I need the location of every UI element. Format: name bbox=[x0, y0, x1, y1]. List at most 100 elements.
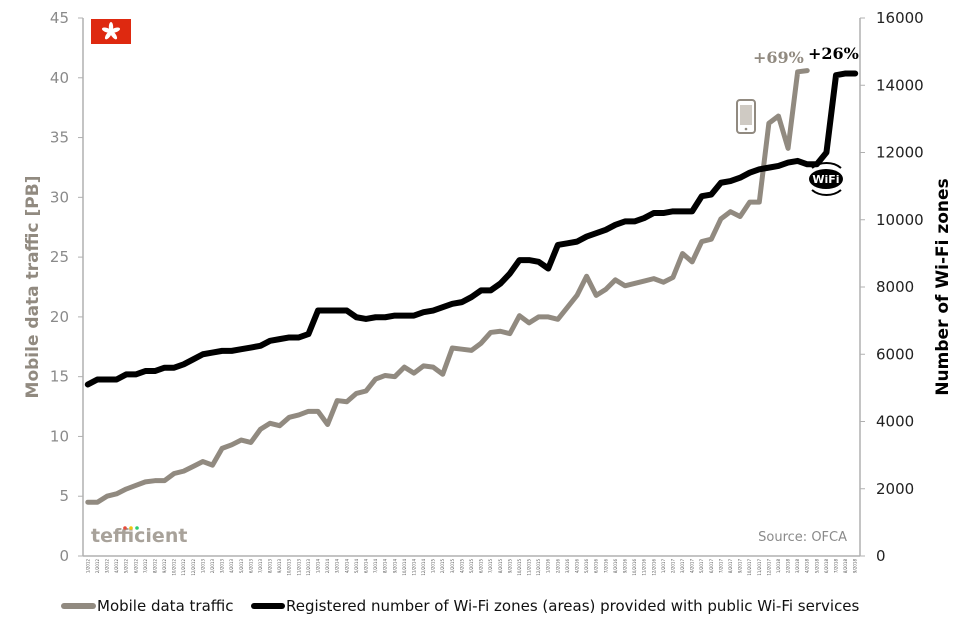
x-tick-label: 10/2014 bbox=[402, 559, 407, 576]
x-tick-label: 7/2012 bbox=[143, 559, 148, 574]
x-tick-label: 12/2015 bbox=[536, 559, 541, 576]
x-tick-label: 10/2016 bbox=[632, 559, 637, 576]
logo-text: tefficient bbox=[91, 525, 187, 547]
x-tick-label: 4/2013 bbox=[229, 559, 234, 574]
y-right-tick-label: 8000 bbox=[876, 278, 914, 296]
y-axis-left-title: Mobile data traffic [PB] bbox=[23, 176, 43, 399]
x-tick-label: 8/2018 bbox=[843, 559, 848, 574]
x-tick-label: 6/2012 bbox=[133, 559, 138, 574]
x-tick-label: 9/2016 bbox=[622, 559, 627, 574]
x-tick-label: 4/2014 bbox=[344, 559, 349, 574]
x-tick-label: 12/2014 bbox=[421, 559, 426, 576]
x-tick-label: 7/2015 bbox=[488, 559, 493, 574]
x-tick-label: 11/2015 bbox=[527, 559, 532, 576]
x-tick-label: 10/2013 bbox=[287, 559, 292, 576]
x-tick-label: 1/2013 bbox=[200, 559, 205, 574]
x-tick-label: 8/2015 bbox=[498, 559, 503, 574]
x-tick-label: 11/2014 bbox=[411, 559, 416, 576]
x-tick-label: 8/2017 bbox=[728, 559, 733, 574]
x-tick-label: 5/2017 bbox=[699, 559, 704, 574]
x-tick-label: 3/2013 bbox=[220, 559, 225, 574]
x-tick-label: 6/2013 bbox=[248, 559, 253, 574]
x-tick-label: 2/2017 bbox=[670, 559, 675, 574]
x-tick-label: 7/2014 bbox=[373, 559, 378, 574]
x-tick-label: 4/2012 bbox=[114, 559, 119, 574]
x-tick-label: 5/2012 bbox=[124, 559, 129, 574]
x-tick-label: 3/2016 bbox=[565, 559, 570, 574]
y-right-tick-label: 14000 bbox=[876, 76, 924, 94]
x-tick-label: 3/2015 bbox=[450, 559, 455, 574]
x-tick-label: 4/2015 bbox=[459, 559, 464, 574]
x-tick-label: 2/2015 bbox=[440, 559, 445, 574]
x-tick-label: 8/2012 bbox=[152, 559, 157, 574]
x-tick-label: 11/2012 bbox=[181, 559, 186, 576]
x-tick-label: 5/2016 bbox=[584, 559, 589, 574]
legend-label-wifi-zones: Registered number of Wi-Fi zones (areas)… bbox=[286, 597, 860, 615]
tefficient-logo: tefficient bbox=[91, 525, 187, 547]
x-tick-label: 11/2017 bbox=[757, 559, 762, 576]
y-right-tick-label: 10000 bbox=[876, 211, 924, 229]
x-tick-label: 9/2014 bbox=[392, 559, 397, 574]
x-tick-label: 4/2017 bbox=[690, 559, 695, 574]
y-right-tick-label: 4000 bbox=[876, 413, 914, 431]
x-tick-label: 12/2016 bbox=[651, 559, 656, 576]
y-left-tick-label: 45 bbox=[50, 9, 69, 27]
x-tick-label: 3/2018 bbox=[795, 559, 800, 574]
y-left-tick-label: 35 bbox=[50, 129, 69, 147]
y-right-tick-label: 12000 bbox=[876, 144, 924, 162]
x-tick-label: 12/2012 bbox=[191, 559, 196, 576]
x-tick-label: 9/2013 bbox=[277, 559, 282, 574]
x-tick-label: 1/2014 bbox=[316, 559, 321, 574]
y-left-tick-label: 5 bbox=[59, 487, 69, 505]
x-tick-label: 11/2016 bbox=[642, 559, 647, 576]
legend-label-mobile-data-traffic: Mobile data traffic bbox=[97, 597, 234, 615]
y-left-tick-label: 40 bbox=[50, 69, 69, 87]
x-tick-label: 1/2017 bbox=[661, 559, 666, 574]
x-tick-label: 1/2016 bbox=[546, 559, 551, 574]
x-tick-label: 2/2013 bbox=[210, 559, 215, 574]
y-axis-right-title: Number of Wi-Fi zones bbox=[933, 178, 953, 395]
y-right-tick-label: 0 bbox=[876, 547, 886, 565]
x-tick-label: 5/2013 bbox=[239, 559, 244, 574]
wifi-icon-label: WiFi bbox=[812, 173, 839, 186]
x-tick-label: 5/2015 bbox=[469, 559, 474, 574]
x-tick-label: 9/2018 bbox=[853, 559, 858, 574]
wifi-icon: WiFi bbox=[809, 162, 843, 196]
x-tick-label: 3/2012 bbox=[104, 559, 109, 574]
x-tick-label: 10/2015 bbox=[517, 559, 522, 576]
x-tick-label: 10/2012 bbox=[172, 559, 177, 576]
x-tick-label: 3/2014 bbox=[335, 559, 340, 574]
x-tick-label: 8/2014 bbox=[383, 559, 388, 574]
series-line-wifi-zones bbox=[84, 70, 859, 388]
series-line-mobile-data-traffic bbox=[85, 68, 810, 505]
x-tick-label: 1/2015 bbox=[431, 559, 436, 574]
x-tick-label: 5/2018 bbox=[814, 559, 819, 574]
x-tick-label: 7/2013 bbox=[258, 559, 263, 574]
x-tick-label: 9/2015 bbox=[507, 559, 512, 574]
y-right-tick-label: 6000 bbox=[876, 345, 914, 363]
x-tick-label: 12/2017 bbox=[766, 559, 771, 576]
y-right-tick-label: 2000 bbox=[876, 480, 914, 498]
x-tick-label: 9/2012 bbox=[162, 559, 167, 574]
x-tick-label: 12/2013 bbox=[306, 559, 311, 576]
y-right-tick-label: 16000 bbox=[876, 9, 924, 27]
x-tick-label: 5/2014 bbox=[354, 559, 359, 574]
hong-kong-flag bbox=[91, 19, 131, 44]
y-axis-left-ticks: 0 5 10 15 20 25 30 35 40 45 bbox=[50, 9, 83, 565]
y-axis-right-ticks: 0 2000 4000 6000 8000 10000 12000 14000 16000 bbox=[860, 9, 924, 565]
x-tick-label: 2/2016 bbox=[555, 559, 560, 574]
x-tick-label: 8/2016 bbox=[613, 559, 618, 574]
x-tick-label: 9/2017 bbox=[738, 559, 743, 574]
y-left-tick-label: 0 bbox=[59, 547, 69, 565]
x-tick-label: 6/2014 bbox=[363, 559, 368, 574]
x-tick-label: 7/2017 bbox=[718, 559, 723, 574]
x-tick-label: 4/2016 bbox=[575, 559, 580, 574]
x-tick-label: 11/2013 bbox=[296, 559, 301, 576]
x-tick-label: 6/2018 bbox=[824, 559, 829, 574]
x-tick-label: 6/2017 bbox=[709, 559, 714, 574]
legend: Mobile data traffic Registered number of… bbox=[61, 597, 860, 615]
smartphone-icon bbox=[736, 99, 756, 134]
x-axis-ticks: 1/2012 2/2012 3/2012 4/2012 5/2012 6/2012 7/20… bbox=[85, 559, 857, 576]
